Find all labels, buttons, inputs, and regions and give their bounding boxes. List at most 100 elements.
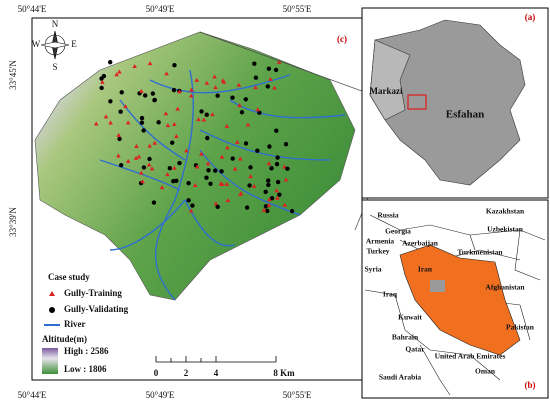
gully-training	[220, 78, 226, 83]
gully-training	[248, 174, 253, 179]
gully-validating	[206, 168, 211, 173]
gully-training	[149, 166, 155, 171]
gully-training	[283, 177, 289, 182]
gully-validating	[118, 109, 123, 114]
gully-training	[165, 123, 171, 128]
gully-validating	[269, 166, 274, 171]
gully-training	[134, 143, 139, 148]
scale-label: 8 Km	[273, 368, 295, 378]
province-area	[369, 19, 526, 186]
legend-validating: Gully-Validating	[64, 304, 129, 314]
coord-bottom: 50°55'E	[283, 390, 312, 400]
coord-bottom: 50°44'E	[18, 390, 47, 400]
country-label: Afghanistan	[485, 283, 525, 292]
coord-bottom: 50°49'E	[146, 390, 175, 400]
gully-training	[194, 77, 200, 82]
gully-training	[133, 155, 139, 160]
gully-validating	[273, 67, 279, 73]
compass-n: N	[52, 19, 59, 29]
legend-title: Case study	[48, 272, 90, 282]
gully-validating	[156, 120, 161, 125]
gully-validating	[204, 175, 209, 180]
gully-validating	[266, 182, 271, 188]
coord-top: 50°49'E	[146, 4, 175, 14]
gully-validating	[108, 99, 113, 104]
coord-left: 33°39'N	[8, 207, 18, 237]
gully-training	[117, 69, 122, 74]
gully-training	[188, 93, 194, 98]
iran	[399, 244, 521, 356]
gully-validating	[265, 208, 270, 214]
gully-training	[234, 139, 240, 144]
gully-validating	[247, 183, 252, 188]
gully-training	[147, 61, 153, 66]
gully-validating	[265, 84, 270, 89]
gully-training	[199, 151, 204, 156]
gully-training	[114, 72, 119, 77]
gully-training	[196, 117, 201, 122]
gully-validating	[208, 181, 213, 186]
gully-validating	[285, 166, 290, 171]
gully-training	[205, 161, 211, 166]
legend-low: Low : 1806	[64, 364, 107, 374]
gully-validating	[213, 168, 218, 173]
country-label: Georgia	[385, 227, 411, 236]
gully-validating	[248, 165, 253, 170]
country-borders	[364, 214, 546, 396]
gully-training	[152, 140, 158, 145]
gully-training	[272, 85, 277, 90]
gully-training	[276, 59, 282, 64]
gully-training	[268, 76, 273, 81]
country-label: Azerbaijan	[402, 239, 439, 248]
gully-training	[238, 191, 243, 196]
gully-training	[125, 158, 131, 163]
gully-training	[175, 106, 180, 111]
country-label: Oman	[475, 367, 496, 376]
legend-training: Gully-Training	[64, 288, 122, 298]
study-box	[407, 94, 427, 110]
gully-training	[204, 80, 210, 85]
gully-training	[261, 207, 267, 212]
gully-training	[251, 183, 257, 188]
gully-validating	[167, 165, 173, 171]
gully-validating	[230, 95, 235, 100]
country-label: Syria	[364, 265, 381, 274]
country-label: Pakistan	[506, 323, 535, 332]
gully-validating	[139, 115, 145, 121]
gully-validating	[177, 160, 182, 166]
province-label: Esfahan	[446, 109, 485, 121]
gully-validating	[243, 141, 249, 146]
gully-training	[138, 170, 144, 175]
gully-validating	[215, 204, 220, 209]
gully-validating	[139, 120, 145, 125]
gully-training	[237, 103, 242, 108]
gully-validating	[101, 73, 107, 79]
gully-validating	[119, 90, 124, 95]
coord-top: 50°55'E	[283, 4, 312, 14]
country-label: Iraq	[383, 290, 398, 299]
province-label: Markazi	[370, 86, 403, 96]
gully-training	[282, 202, 288, 207]
gully-training	[225, 198, 231, 203]
gully-validating	[239, 110, 245, 115]
gully-training	[172, 121, 177, 126]
country-label: Russia	[377, 211, 399, 220]
legend-training-symbol	[49, 291, 55, 296]
gully-training	[116, 132, 121, 137]
gully-training	[218, 181, 224, 186]
gully-training	[255, 107, 260, 112]
gully-training	[189, 87, 194, 92]
legend-altitude: Altitude(m)	[42, 334, 87, 344]
gully-training	[224, 181, 230, 186]
compass-e: E	[71, 39, 77, 49]
country-label: Kuwait	[398, 313, 422, 322]
gully-training	[201, 117, 207, 122]
gully-validating	[204, 112, 209, 117]
legend-validating-symbol	[49, 307, 55, 313]
gully-training	[140, 179, 145, 184]
scale-label: 4	[214, 368, 219, 378]
compass	[40, 30, 70, 60]
gully-validating	[252, 61, 257, 66]
gully-training	[266, 161, 272, 166]
